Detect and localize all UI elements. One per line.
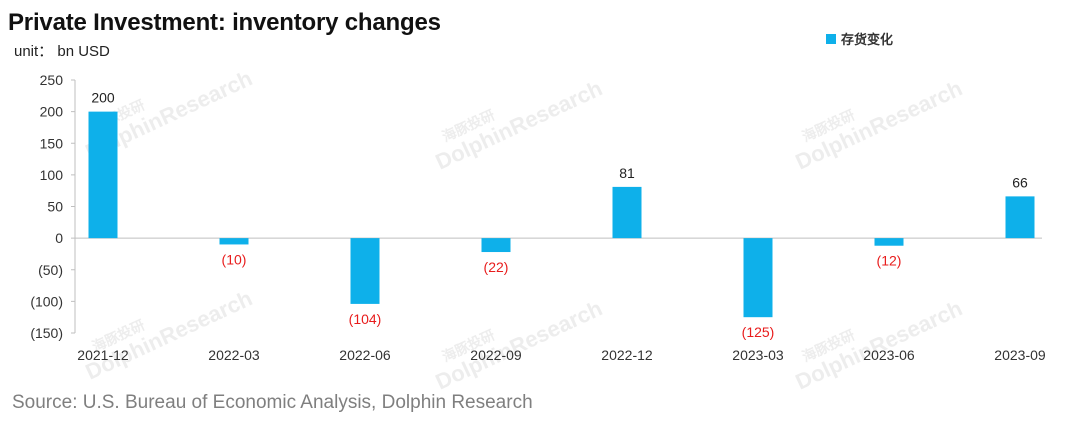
y-tick-label: 150 xyxy=(40,135,64,151)
x-tick-label: 2022-09 xyxy=(470,347,522,363)
legend: 存货变化 xyxy=(826,29,893,48)
x-tick-label: 2022-06 xyxy=(339,347,391,363)
legend-label: 存货变化 xyxy=(841,32,894,47)
x-tick-label: 2022-12 xyxy=(601,347,653,363)
chart-title: Private Investment: inventory changes xyxy=(8,9,441,36)
y-tick-label: 0 xyxy=(55,230,63,246)
data-label: (10) xyxy=(222,251,247,267)
bar xyxy=(743,238,773,318)
data-label: (104) xyxy=(349,311,382,327)
x-tick-label: 2022-03 xyxy=(208,347,260,363)
bar xyxy=(88,111,118,239)
x-tick-label: 2023-03 xyxy=(732,347,784,363)
x-tick-label: 2021-12 xyxy=(77,347,129,363)
y-tick-label: (50) xyxy=(38,262,63,278)
bar xyxy=(350,238,380,304)
axes: 250 200 150 100 50 0 (50) (100) (150) 2021-12 2022… xyxy=(30,72,1046,363)
bars xyxy=(88,111,1035,318)
data-label: (125) xyxy=(742,324,775,340)
data-label: (22) xyxy=(484,259,509,275)
y-tick-label: 250 xyxy=(40,72,64,88)
source-note: Source: U.S. Bureau of Economic Analysis… xyxy=(12,392,533,413)
bar xyxy=(612,186,642,239)
y-tick-label: (150) xyxy=(30,325,63,341)
x-tick-label: 2023-09 xyxy=(994,347,1046,363)
bar xyxy=(874,238,904,246)
bar xyxy=(1005,196,1035,239)
unit-label: unit： bn USD xyxy=(14,43,110,60)
data-label: 81 xyxy=(619,165,635,181)
data-label: (12) xyxy=(877,253,902,269)
y-tick-label: (100) xyxy=(30,293,63,309)
y-tick-label: 100 xyxy=(40,167,64,183)
y-tick-label: 200 xyxy=(40,104,64,120)
bar xyxy=(219,238,249,245)
data-label: 66 xyxy=(1012,174,1028,190)
bar xyxy=(481,238,511,253)
legend-swatch xyxy=(826,33,836,44)
data-labels: 200 (10) (104) (22) 81 (125) (12) 66 xyxy=(91,90,1028,341)
y-tick-label: 50 xyxy=(47,199,63,215)
x-tick-label: 2023-06 xyxy=(863,347,915,363)
data-label: 200 xyxy=(91,90,115,106)
